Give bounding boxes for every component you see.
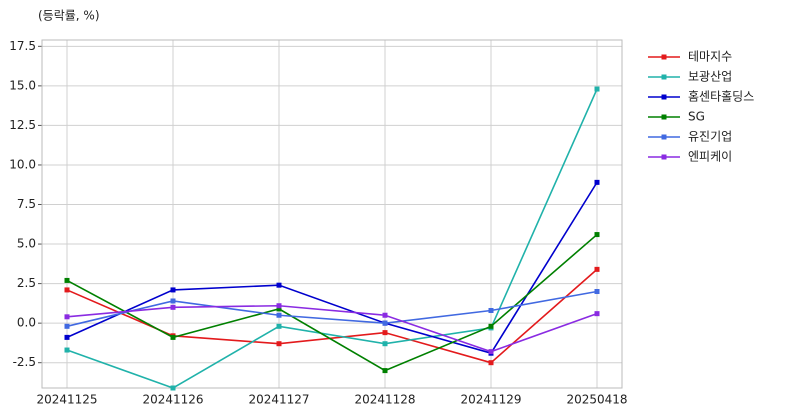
point <box>64 277 70 283</box>
legend-marker <box>661 134 667 140</box>
point <box>276 341 282 347</box>
point <box>594 266 600 272</box>
point <box>170 385 176 391</box>
legend-label: 테마지수 <box>688 50 732 64</box>
y-tick-label: 15.0 <box>9 78 36 92</box>
y-tick-label: 7.5 <box>17 197 36 211</box>
point <box>276 303 282 309</box>
legend-marker <box>661 94 667 100</box>
point <box>382 312 388 318</box>
point <box>64 334 70 340</box>
plot-frame <box>41 39 623 389</box>
x-tick-label: 20241128 <box>354 393 415 407</box>
legend-label: 홈센타홀딩스 <box>688 90 754 104</box>
legend-label: 보광산업 <box>688 70 732 84</box>
y-tick-label: 12.5 <box>9 118 36 132</box>
point <box>64 347 70 353</box>
series-line <box>66 304 598 353</box>
point <box>594 86 600 92</box>
legend-label: SG <box>688 110 705 124</box>
point <box>170 287 176 293</box>
x-tick-label: 20241125 <box>36 393 97 407</box>
point <box>382 368 388 374</box>
legend-marker <box>661 54 667 60</box>
point <box>276 282 282 288</box>
x-tick-label: 20241126 <box>142 393 203 407</box>
y-axis-label: (등락률, %) <box>38 9 100 23</box>
point <box>382 341 388 347</box>
y-tick-label: 2.5 <box>17 276 36 290</box>
point <box>276 323 282 329</box>
point <box>170 334 176 340</box>
point <box>594 289 600 295</box>
legend-marker <box>661 114 667 120</box>
point <box>488 360 494 366</box>
point <box>594 232 600 238</box>
point <box>594 179 600 185</box>
series-line <box>66 290 598 328</box>
point <box>488 349 494 355</box>
point <box>276 306 282 312</box>
point <box>170 298 176 304</box>
legend-marker <box>661 74 667 80</box>
legend-label: 엔피케이 <box>688 150 732 164</box>
point <box>488 307 494 313</box>
y-tick-label: 5.0 <box>17 237 36 251</box>
y-tick-label: 0.0 <box>17 316 36 330</box>
x-tick-label: 20241127 <box>248 393 309 407</box>
y-tick-label: -2.5 <box>13 355 36 369</box>
y-tick-label: 17.5 <box>9 39 36 53</box>
series-line <box>66 233 598 372</box>
legend-label: 유진기업 <box>688 130 732 144</box>
point <box>170 304 176 310</box>
series-line <box>66 88 598 389</box>
point <box>64 323 70 329</box>
point <box>594 311 600 317</box>
x-tick-label: 20241129 <box>460 393 521 407</box>
x-tick-label: 20250418 <box>566 393 627 407</box>
point <box>276 312 282 318</box>
point <box>64 314 70 320</box>
point <box>488 323 494 329</box>
series-line <box>66 181 598 355</box>
point <box>382 330 388 336</box>
legend-marker <box>661 154 667 160</box>
y-tick-label: 10.0 <box>9 157 36 171</box>
point <box>382 320 388 326</box>
point <box>64 287 70 293</box>
